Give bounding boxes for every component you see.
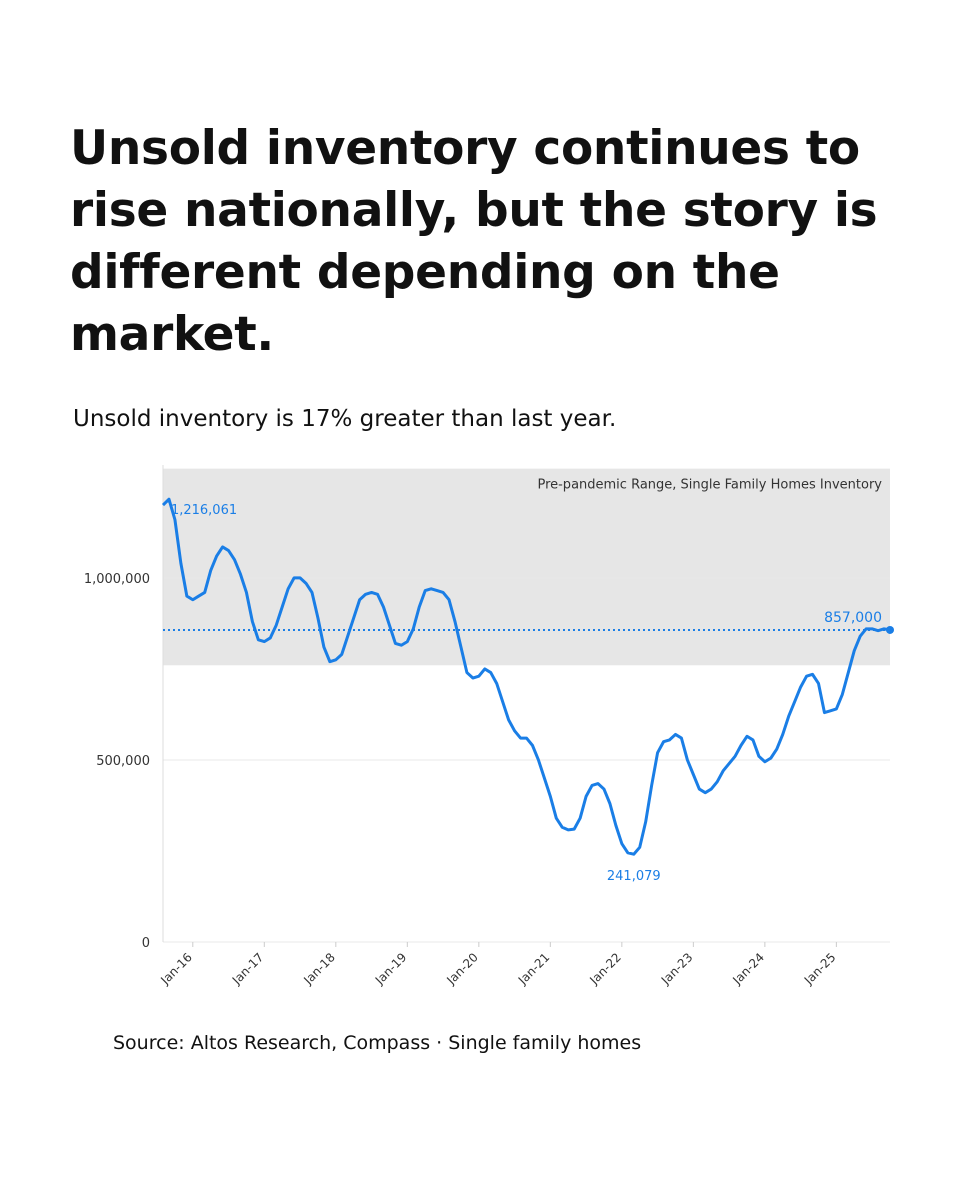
x-tick-label: Jan-23 xyxy=(658,950,696,988)
band-label: Pre-pandemic Range, Single Family Homes … xyxy=(537,478,882,493)
annotation: 1,216,061 xyxy=(171,503,237,518)
pre-pandemic-band xyxy=(163,468,890,666)
inventory-line xyxy=(161,497,891,856)
subtitle: Unsold inventory is 17% greater than las… xyxy=(73,406,617,432)
x-tick-label: Jan-16 xyxy=(157,950,195,988)
x-tick-label: Jan-17 xyxy=(229,950,267,988)
x-tick-label: Jan-18 xyxy=(300,950,338,988)
annotation: 241,079 xyxy=(607,869,661,884)
y-tick-label: 1,000,000 xyxy=(84,572,150,587)
chart: Pre-pandemic Range, Single Family Homes … xyxy=(84,465,894,988)
x-tick-label: Jan-25 xyxy=(801,950,839,988)
end-point xyxy=(886,625,894,634)
reference-label: 857,000 xyxy=(824,610,882,626)
title: Unsold inventory continues to rise natio… xyxy=(70,121,878,362)
y-tick-label: 0 xyxy=(142,936,150,951)
y-tick-label: 500,000 xyxy=(96,754,150,769)
x-tick-label: Jan-22 xyxy=(586,950,624,988)
x-tick-label: Jan-20 xyxy=(443,950,481,988)
x-tick-label: Jan-19 xyxy=(372,950,410,988)
x-tick-label: Jan-21 xyxy=(515,950,553,988)
source: Source: Altos Research, Compass · Single… xyxy=(113,1032,642,1054)
x-tick-label: Jan-24 xyxy=(729,950,767,988)
